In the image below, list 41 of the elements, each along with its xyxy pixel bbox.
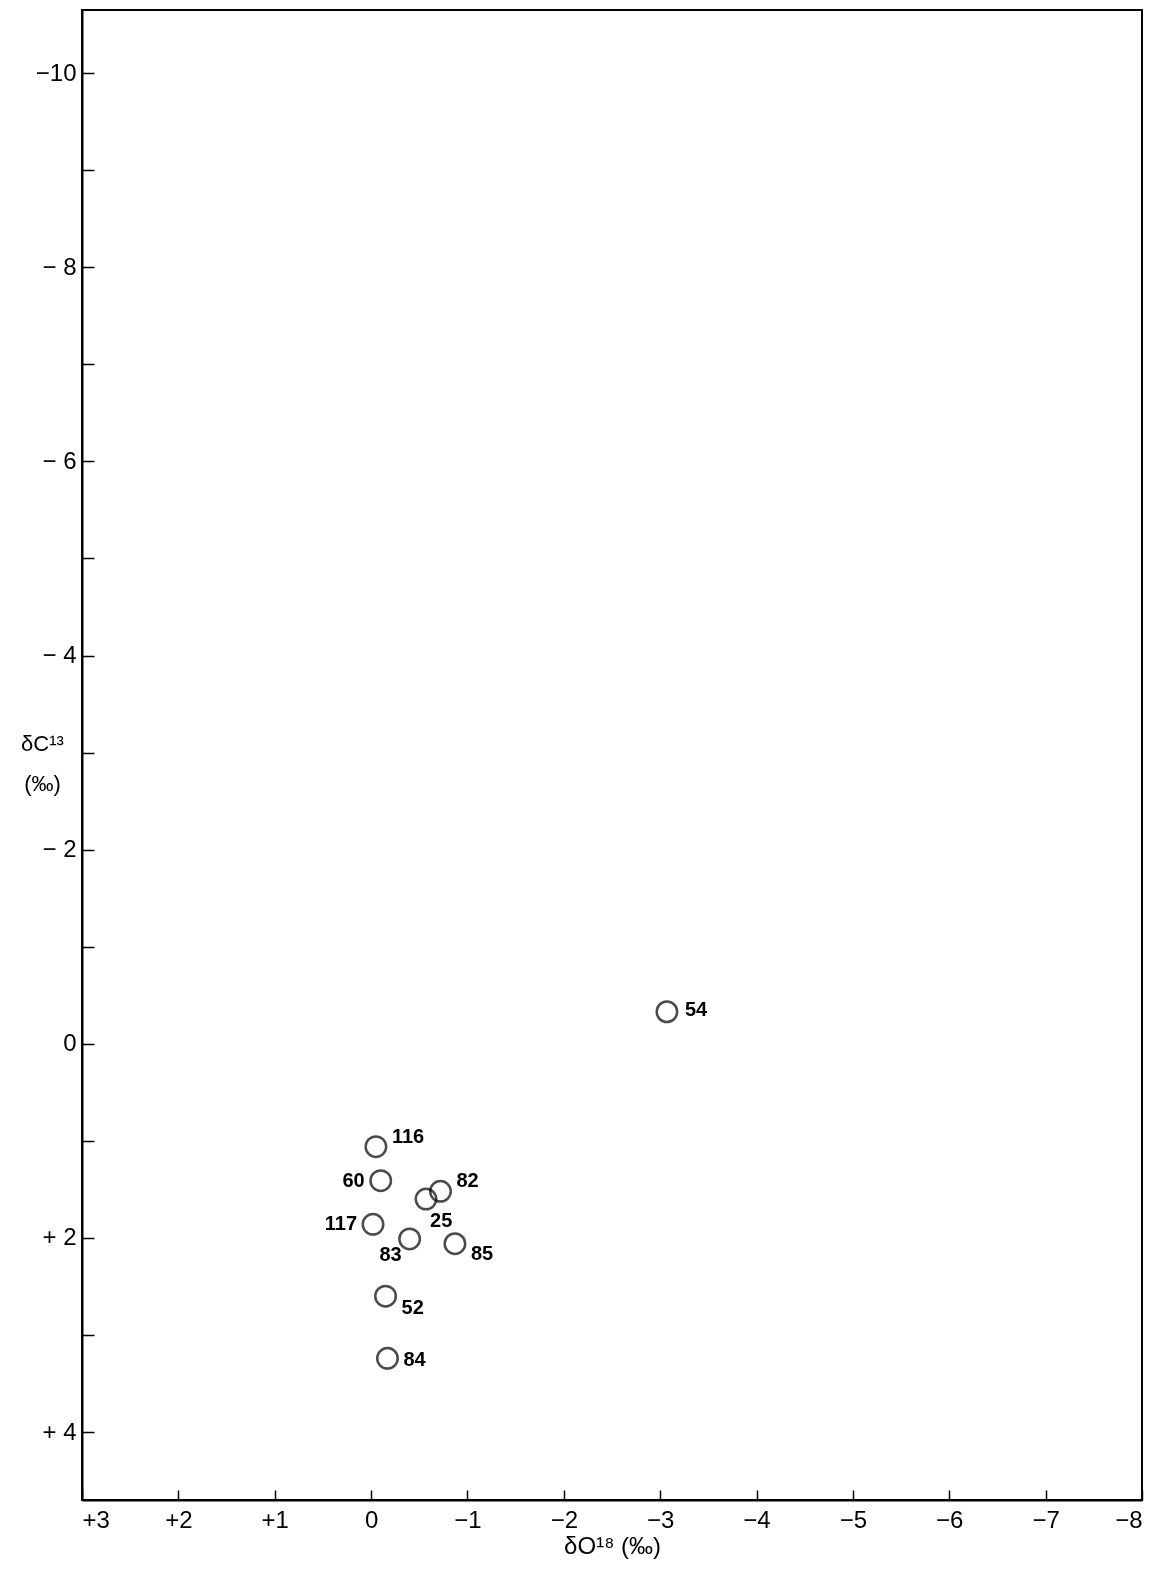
annotation: 60: [342, 1168, 365, 1191]
x-tick-label: +3: [82, 1505, 110, 1533]
y-tick-label: − 2: [42, 835, 77, 863]
y-tick-label: + 2: [42, 1223, 77, 1251]
x-tick-label: −8: [1115, 1505, 1143, 1533]
y-axis-title: δC¹³ (‰): [21, 730, 64, 796]
x-tick-label: −2: [550, 1505, 579, 1533]
x-tick-label: +1: [261, 1505, 289, 1533]
x-tick-label: +2: [165, 1505, 193, 1533]
x-tick-label: −6: [936, 1505, 964, 1533]
point: [364, 1135, 388, 1159]
point: [361, 1212, 385, 1236]
annotation: 84: [403, 1348, 427, 1371]
y-tick-label: − 8: [42, 252, 77, 280]
point: [374, 1284, 398, 1308]
point: [414, 1187, 438, 1211]
y-tick-label: 0: [63, 1029, 77, 1057]
x-tick-label: −3: [646, 1505, 675, 1533]
x-tick-label: −1: [454, 1505, 482, 1533]
point: [428, 1179, 452, 1203]
annotation: 83: [379, 1242, 402, 1265]
point: [369, 1169, 393, 1193]
x-tick-label: −5: [839, 1505, 868, 1533]
annotation: 116: [391, 1124, 425, 1147]
y-tick-label: − 4: [42, 641, 77, 668]
x-tick-label: 0: [364, 1505, 379, 1533]
y-tick-label: −10: [35, 58, 77, 86]
point: [655, 1000, 679, 1024]
point: [443, 1232, 467, 1256]
y-tick-label: + 4: [42, 1417, 77, 1445]
y-tick-label: − 6: [42, 446, 77, 474]
annotation: 85: [470, 1241, 494, 1264]
point: [375, 1346, 399, 1370]
annotation: 52: [401, 1296, 424, 1319]
annotation: 117: [324, 1212, 358, 1235]
x-tick-label: −4: [743, 1505, 771, 1533]
annotation: 82: [456, 1169, 479, 1192]
annotation: 54: [684, 997, 709, 1020]
x-axis-title: δO¹⁸ (‰): [564, 1531, 661, 1559]
x-tick-label: −7: [1032, 1505, 1060, 1533]
annotation: 25: [430, 1209, 453, 1232]
